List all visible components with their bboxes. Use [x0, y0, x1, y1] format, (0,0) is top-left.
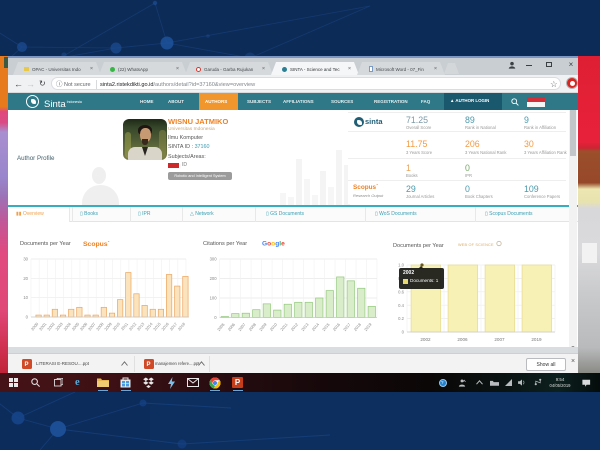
svg-text:100: 100 [210, 296, 218, 301]
svg-text:20: 20 [23, 276, 28, 281]
svg-text:2015: 2015 [152, 321, 162, 332]
svg-text:2000: 2000 [30, 321, 40, 332]
svg-text:2018: 2018 [353, 321, 363, 332]
svg-text:2011: 2011 [279, 321, 289, 331]
svg-text:2005: 2005 [71, 321, 81, 332]
svg-text:2010: 2010 [269, 321, 279, 332]
svg-text:Scopus´: Scopus´ [83, 241, 110, 248]
svg-text:2017: 2017 [169, 321, 179, 332]
svg-text:2006: 2006 [79, 321, 89, 332]
svg-text:2002: 2002 [420, 337, 431, 342]
svg-text:0.4: 0.4 [398, 303, 404, 308]
svg-text:10: 10 [23, 295, 28, 300]
svg-text:2018: 2018 [177, 321, 187, 332]
svg-text:2019: 2019 [531, 337, 542, 342]
svg-text:2006: 2006 [457, 337, 468, 342]
svg-text:2001: 2001 [38, 321, 48, 332]
svg-text:2008: 2008 [95, 321, 105, 332]
svg-text:Documents per Year: Documents per Year [393, 243, 444, 249]
svg-text:0: 0 [402, 330, 405, 335]
svg-text:0.6: 0.6 [398, 289, 404, 294]
svg-text:2019: 2019 [363, 321, 373, 332]
svg-text:WEB OF SCIENCE: WEB OF SCIENCE [458, 243, 494, 247]
svg-text:1.0: 1.0 [398, 263, 404, 268]
svg-text:2002: 2002 [46, 321, 56, 332]
svg-text:2007: 2007 [237, 321, 247, 332]
svg-text:2013: 2013 [300, 321, 310, 332]
svg-text:0: 0 [214, 315, 217, 320]
svg-text:2014: 2014 [144, 321, 154, 332]
svg-text:2015: 2015 [321, 321, 331, 332]
svg-text:2007: 2007 [87, 321, 97, 332]
svg-text:Documents per Year: Documents per Year [20, 241, 71, 247]
svg-text:2016: 2016 [160, 321, 170, 332]
svg-text:2012: 2012 [128, 321, 138, 332]
svg-text:2012: 2012 [290, 321, 300, 332]
svg-text:2009: 2009 [258, 321, 268, 332]
svg-text:30: 30 [23, 257, 28, 262]
svg-text:2016: 2016 [332, 321, 342, 332]
svg-text:2005: 2005 [216, 321, 226, 332]
svg-text:2007: 2007 [494, 337, 505, 342]
svg-text:2014: 2014 [311, 321, 321, 332]
svg-text:2011: 2011 [120, 321, 130, 331]
svg-text:2006: 2006 [227, 321, 237, 332]
svg-text:Google: Google [262, 241, 285, 248]
svg-text:300: 300 [210, 257, 218, 262]
svg-text:2004: 2004 [62, 321, 72, 332]
svg-text:2010: 2010 [111, 321, 121, 332]
svg-text:2008: 2008 [248, 321, 258, 332]
svg-text:2009: 2009 [103, 321, 113, 332]
svg-text:2013: 2013 [136, 321, 146, 332]
svg-text:2003: 2003 [54, 321, 64, 332]
svg-text:0: 0 [26, 315, 29, 320]
svg-text:2017: 2017 [342, 321, 352, 332]
svg-text:Citations per Year: Citations per Year [203, 241, 247, 247]
svg-text:0.2: 0.2 [398, 316, 404, 321]
svg-text:200: 200 [210, 276, 218, 281]
